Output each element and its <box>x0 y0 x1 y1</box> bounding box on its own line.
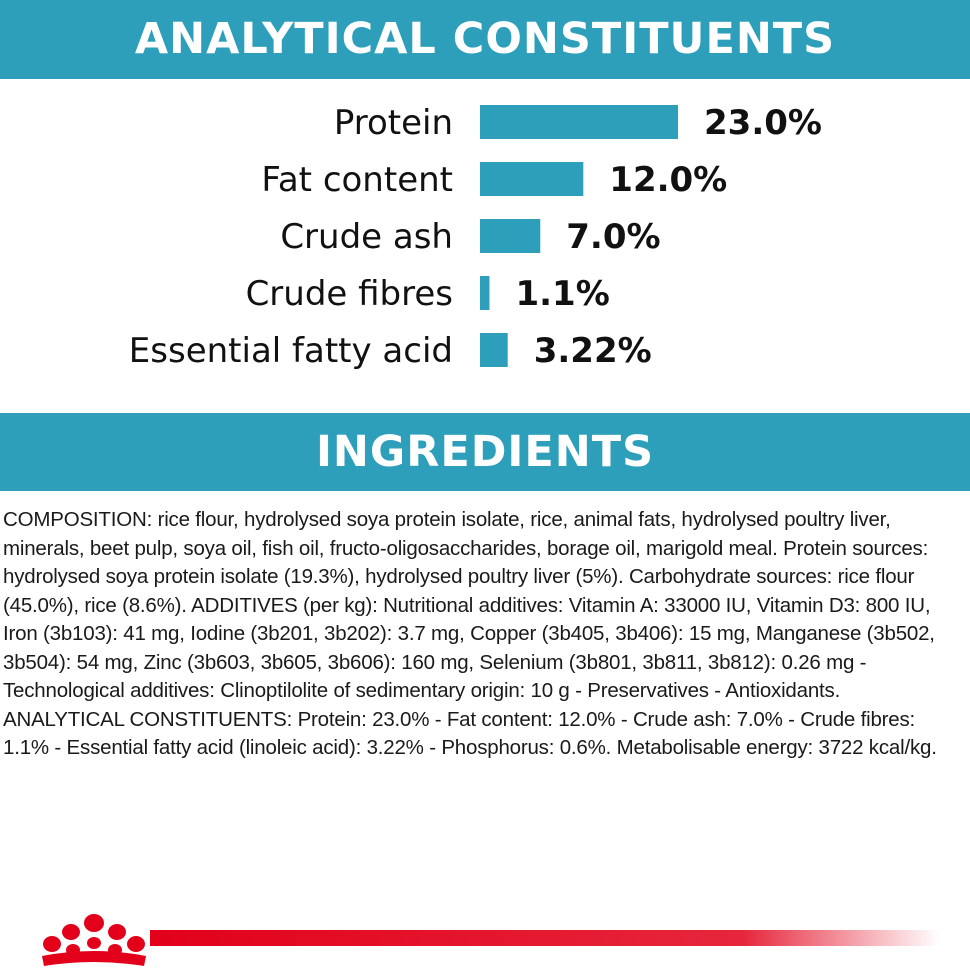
category-label: Crude fibres <box>246 274 453 314</box>
ingredients-text: COMPOSITION: rice flour, hydrolysed soya… <box>3 508 937 759</box>
value-label: 12.0% <box>609 160 727 200</box>
category-label: Fat content <box>261 160 453 200</box>
bar <box>480 276 490 310</box>
analytical-constituents-chart: Protein 23.0% Fat content 12.0% Crude ash 7.0… <box>129 103 822 371</box>
value-label: 1.1% <box>515 274 609 314</box>
crown-logo-icon <box>42 914 146 966</box>
ingredients-header: INGREDIENTS <box>0 413 970 491</box>
brand-stripe <box>150 930 940 946</box>
bar <box>480 105 678 139</box>
category-label: Crude ash <box>280 217 453 257</box>
bar <box>480 219 541 253</box>
category-label: Protein <box>334 103 453 143</box>
bar <box>480 162 584 196</box>
category-label: Essential fatty acid <box>129 331 453 371</box>
value-label: 7.0% <box>566 217 660 257</box>
value-label: 23.0% <box>704 103 822 143</box>
analytical-constituents-header: ANALYTICAL CONSTITUENTS <box>0 0 970 79</box>
bar <box>480 333 508 367</box>
value-label: 3.22% <box>534 331 652 371</box>
